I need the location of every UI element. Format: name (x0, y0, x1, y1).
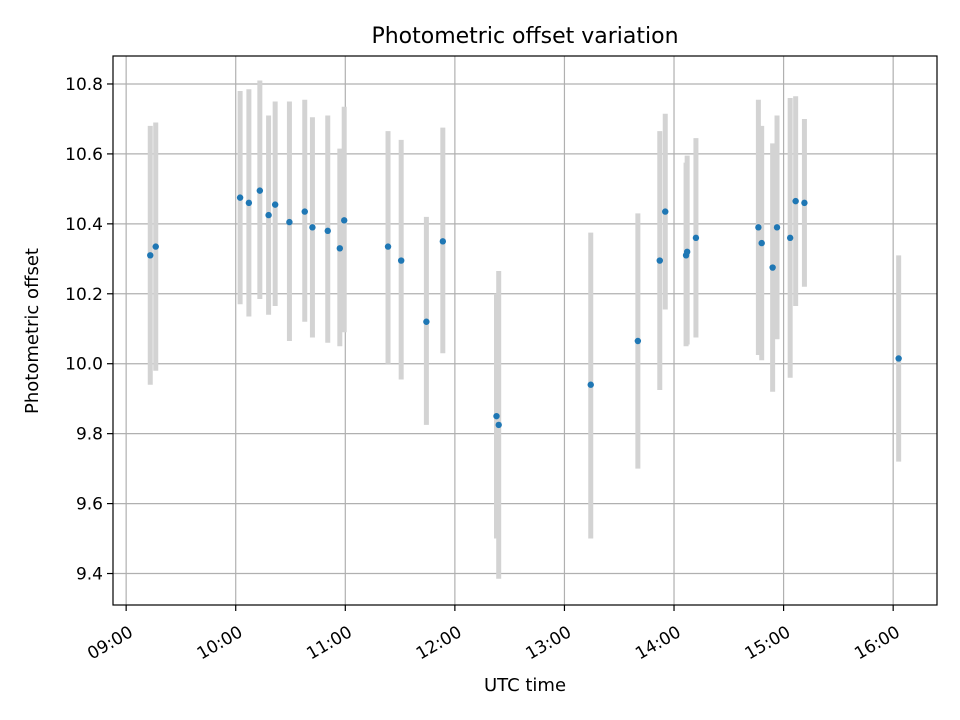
x-tick-label: 13:00 (523, 622, 575, 664)
data-point (245, 199, 253, 207)
y-tick-label: 9.8 (76, 425, 103, 445)
x-tick-label: 11:00 (303, 622, 355, 664)
x-tick-label: 12:00 (413, 622, 465, 664)
data-point (895, 355, 902, 362)
data-point (286, 218, 293, 226)
y-tick-label: 10.2 (65, 285, 103, 305)
data-point (692, 234, 700, 242)
data-point (152, 243, 159, 250)
data-point (397, 257, 405, 264)
data-point (786, 234, 794, 242)
chart-title: Photometric offset variation (371, 24, 678, 49)
x-tick-label: 10:00 (194, 622, 246, 664)
data-point (384, 243, 392, 250)
data-point (801, 199, 808, 207)
x-axis-label: UTC time (484, 675, 566, 696)
x-tick-label: 14:00 (632, 622, 684, 664)
plot-area-frame (112, 55, 938, 606)
data-point (309, 224, 316, 231)
y-tick-label: 9.6 (76, 495, 103, 515)
data-point (755, 224, 762, 231)
data-point (634, 337, 642, 345)
y-tick-label: 10.4 (65, 215, 103, 235)
y-tick-label: 10.8 (65, 75, 103, 95)
data-point (265, 211, 272, 219)
grid-lines (113, 56, 937, 605)
x-tick-label: 16:00 (851, 622, 903, 664)
data-point (236, 194, 244, 201)
data-point (271, 201, 279, 208)
y-axis-label: Photometric offset (22, 248, 43, 414)
data-point (769, 264, 776, 271)
x-tick-label: 09:00 (84, 622, 136, 664)
data-point (587, 381, 594, 388)
data-point (147, 252, 154, 259)
data-point (493, 412, 500, 420)
y-tick-label: 10.6 (65, 145, 103, 165)
y-tick-label: 10.0 (65, 355, 103, 375)
x-tick-label: 15:00 (742, 622, 794, 664)
y-tick-label: 9.4 (76, 565, 103, 585)
data-point (758, 239, 765, 247)
data-point (423, 318, 430, 325)
data-points (147, 187, 902, 429)
data-point (683, 248, 691, 256)
data-point (301, 208, 308, 215)
data-point (792, 197, 799, 205)
data-point (341, 217, 348, 224)
data-point (324, 227, 331, 235)
data-point (495, 421, 502, 429)
data-point (256, 187, 264, 194)
data-point (439, 238, 447, 245)
data-point (656, 257, 663, 264)
data-point (773, 224, 781, 231)
data-point (662, 208, 669, 215)
data-point (336, 245, 344, 252)
